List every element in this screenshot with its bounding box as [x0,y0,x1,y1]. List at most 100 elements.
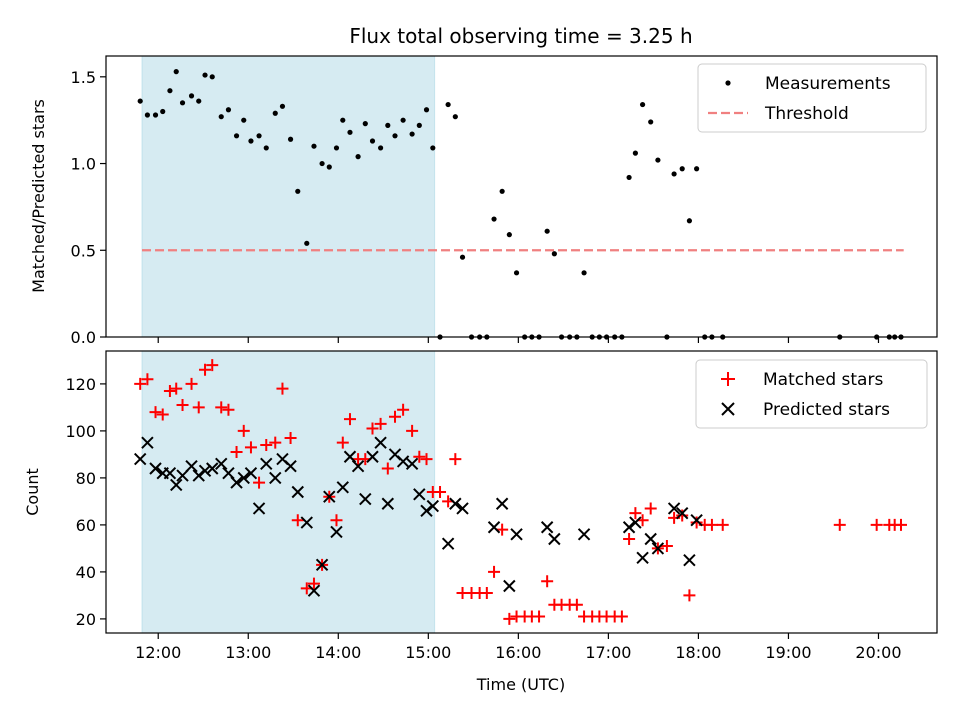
predicted-star-point [300,516,313,529]
measurement-point [326,164,332,170]
measurement-point [385,122,391,128]
measurement-point [694,166,700,172]
matched-star-point [260,439,273,451]
measurement-point [173,69,179,75]
matched-star-point [716,518,729,531]
measurement-point [279,103,286,109]
measurement-point [202,72,208,78]
predicted-star-point [185,459,198,473]
predicted-star-point [284,459,297,473]
matched-star-point [570,598,583,611]
matched-star-point [149,406,162,419]
y-tick-label-top: 1.5 [71,68,96,87]
measurement-point [423,107,430,113]
measurement-point [144,112,151,118]
chart-title: Flux total observing time = 3.25 h [349,24,692,48]
matched-star-point [676,509,689,522]
measurement-point [152,112,159,118]
observing-span-bottom [141,350,436,634]
matched-star-point [644,502,657,515]
plot-frame-top [105,55,938,338]
matched-star-point [894,518,907,531]
predicted-star-point [405,457,419,471]
predicted-star-point [206,462,219,475]
matched-star-point [488,565,501,578]
ratio-panel: Flux total observing time = 3.25 h 0.00.… [29,24,938,347]
measurement-point [544,228,550,234]
measurement-point [459,254,466,260]
matched-star-point [276,382,289,395]
matched-star-point [284,431,297,444]
predicted-star-point [636,551,649,565]
measurement-point [686,218,693,224]
predicted-star-point [426,499,440,513]
predicted-star-point [510,528,523,541]
matched-star-point [366,422,379,435]
matched-star-point [496,523,509,536]
measurement-point [160,108,166,115]
measurement-point [256,133,262,139]
matched-star-point [615,610,628,623]
observing-span-top [141,55,436,338]
predicted-star-point [495,497,509,510]
measurement-point [218,114,224,120]
y-tick-label-bottom: 120 [65,375,96,394]
legend-label-measurements: Measurements [765,74,891,94]
y-tick-label-top: 0.5 [71,241,96,260]
measurement-point [648,119,654,125]
predicted-star-point [413,488,426,501]
measurement-point [445,101,451,108]
predicted-star-point [244,466,258,480]
matched-star-point [870,518,883,531]
x-axis-ticks-top [157,337,880,343]
matched-star-point [343,413,356,426]
matched-star-point [156,408,169,421]
measurement-point [179,100,186,106]
measurement-point [506,232,512,238]
plot-frame-bottom [105,350,938,634]
measurement-point [196,98,202,104]
predicted-star-point [690,513,703,527]
measurement-point [295,188,301,194]
measurement-point [362,121,368,127]
measurement-point [400,117,406,123]
predicted-star-point [548,532,561,546]
x-tick-label: 18:00 [675,643,721,662]
measurement-point [340,117,346,123]
matched-star-point [176,399,189,412]
predicted-star-point [396,455,410,468]
predicted-star-point [315,558,329,572]
matched-star-point [629,507,642,520]
measurement-point [551,251,557,257]
predicted-star-point [374,436,387,449]
y-tick-label-bottom: 80 [76,469,96,488]
predicted-star-point [420,504,433,518]
measurement-point [241,117,247,123]
matched-star-point [413,450,426,463]
predicted-stars-series [134,436,703,597]
legend-marker-matched [721,372,735,386]
predicted-star-point [237,471,250,485]
measurement-point [304,240,310,246]
measurement-point [626,174,632,181]
matched-star-point [683,589,696,602]
x-tick-label: 15:00 [405,643,451,662]
measurement-point [632,150,638,156]
matched-star-point [420,453,433,466]
matched-star-point [660,540,673,553]
matched-star-point [185,377,198,390]
predicted-star-point [260,457,273,471]
measurement-point [355,154,361,160]
y-tick-label-bottom: 60 [76,516,96,535]
measurement-point [377,145,384,151]
legend-label-predicted: Predicted stars [763,400,890,420]
predicted-star-point [134,452,147,466]
predicted-star-point [269,471,282,485]
y-axis-ticks-bottom: 20 40 60 80 100 120 [65,375,106,629]
predicted-star-point [291,485,304,499]
predicted-star-point [381,497,395,510]
matched-star-point [291,514,304,527]
legend-label-threshold: Threshold [764,104,849,124]
predicted-star-point [176,469,189,482]
